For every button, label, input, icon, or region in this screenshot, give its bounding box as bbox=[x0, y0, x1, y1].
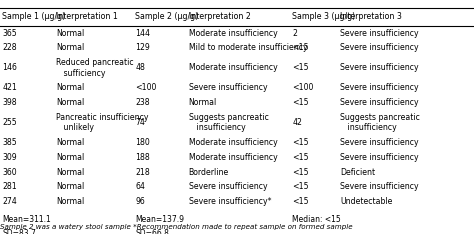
Text: Moderate insufficiency: Moderate insufficiency bbox=[189, 29, 277, 38]
Text: Borderline: Borderline bbox=[189, 168, 229, 177]
Text: Interpretation 1: Interpretation 1 bbox=[56, 12, 118, 22]
Text: 228: 228 bbox=[2, 43, 17, 52]
Text: <15: <15 bbox=[292, 153, 309, 162]
Text: Severe insufficiency: Severe insufficiency bbox=[340, 83, 419, 92]
Text: Deficient: Deficient bbox=[340, 168, 375, 177]
Text: 48: 48 bbox=[135, 63, 145, 72]
Text: Mean=137.9: Mean=137.9 bbox=[135, 215, 184, 224]
Text: Median: <15: Median: <15 bbox=[292, 215, 341, 224]
Text: Normal: Normal bbox=[56, 197, 84, 206]
Text: <100: <100 bbox=[135, 83, 156, 92]
Text: Mean=311.1: Mean=311.1 bbox=[2, 215, 51, 224]
Text: <15: <15 bbox=[292, 168, 309, 177]
Text: Sample 1 (μg/g): Sample 1 (μg/g) bbox=[2, 12, 65, 22]
Text: 365: 365 bbox=[2, 29, 17, 38]
Text: 96: 96 bbox=[135, 197, 145, 206]
Text: 398: 398 bbox=[2, 98, 17, 107]
Text: 309: 309 bbox=[2, 153, 17, 162]
Text: Normal: Normal bbox=[56, 29, 84, 38]
Text: 360: 360 bbox=[2, 168, 17, 177]
Text: Severe insufficiency: Severe insufficiency bbox=[340, 43, 419, 52]
Text: Interpretation 3: Interpretation 3 bbox=[340, 12, 402, 22]
Text: 42: 42 bbox=[292, 118, 302, 127]
Text: Undetectable: Undetectable bbox=[340, 197, 392, 206]
Text: Mild to moderate insufficiency: Mild to moderate insufficiency bbox=[189, 43, 307, 52]
Text: Normal: Normal bbox=[56, 182, 84, 191]
Text: Normal: Normal bbox=[56, 83, 84, 92]
Text: Severe insufficiency: Severe insufficiency bbox=[340, 182, 419, 191]
Text: 218: 218 bbox=[135, 168, 150, 177]
Text: 238: 238 bbox=[135, 98, 150, 107]
Text: <15: <15 bbox=[292, 98, 309, 107]
Text: Severe insufficiency: Severe insufficiency bbox=[340, 138, 419, 147]
Text: Severe insufficiency: Severe insufficiency bbox=[340, 29, 419, 38]
Text: 274: 274 bbox=[2, 197, 17, 206]
Text: Severe insufficiency: Severe insufficiency bbox=[340, 63, 419, 72]
Text: Moderate insufficiency: Moderate insufficiency bbox=[189, 138, 277, 147]
Text: <100: <100 bbox=[292, 83, 314, 92]
Text: Sample 3 (μg/g): Sample 3 (μg/g) bbox=[292, 12, 356, 22]
Text: 64: 64 bbox=[135, 182, 145, 191]
Text: Moderate insufficiency: Moderate insufficiency bbox=[189, 153, 277, 162]
Text: Normal: Normal bbox=[56, 168, 84, 177]
Text: <15: <15 bbox=[292, 182, 309, 191]
Text: Severe insufficiency: Severe insufficiency bbox=[340, 98, 419, 107]
Text: SD=83.7: SD=83.7 bbox=[2, 229, 36, 234]
Text: 188: 188 bbox=[135, 153, 150, 162]
Text: Severe insufficiency: Severe insufficiency bbox=[189, 83, 267, 92]
Text: 129: 129 bbox=[135, 43, 150, 52]
Text: 74: 74 bbox=[135, 118, 145, 127]
Text: Pancreatic insufficiency
   unlikely: Pancreatic insufficiency unlikely bbox=[56, 113, 148, 132]
Text: Suggests pancreatic
   insufficiency: Suggests pancreatic insufficiency bbox=[189, 113, 269, 132]
Text: Suggests pancreatic
   insufficiency: Suggests pancreatic insufficiency bbox=[340, 113, 420, 132]
Text: 146: 146 bbox=[2, 63, 17, 72]
Text: 385: 385 bbox=[2, 138, 17, 147]
Text: Severe insufficiency*: Severe insufficiency* bbox=[189, 197, 271, 206]
Text: 2: 2 bbox=[292, 29, 297, 38]
Text: <15: <15 bbox=[292, 197, 309, 206]
Text: <15: <15 bbox=[292, 63, 309, 72]
Text: Severe insufficiency: Severe insufficiency bbox=[189, 182, 267, 191]
Text: Normal: Normal bbox=[189, 98, 217, 107]
Text: Sample 2 was a watery stool sample *Recommendation made to repeat sample on form: Sample 2 was a watery stool sample *Reco… bbox=[0, 224, 353, 230]
Text: 281: 281 bbox=[2, 182, 17, 191]
Text: Severe insufficiency: Severe insufficiency bbox=[340, 153, 419, 162]
Text: Normal: Normal bbox=[56, 153, 84, 162]
Text: SD=66.8: SD=66.8 bbox=[135, 229, 169, 234]
Text: Normal: Normal bbox=[56, 43, 84, 52]
Text: Interpretation 2: Interpretation 2 bbox=[189, 12, 251, 22]
Text: Normal: Normal bbox=[56, 138, 84, 147]
Text: <15: <15 bbox=[292, 138, 309, 147]
Text: 255: 255 bbox=[2, 118, 17, 127]
Text: 180: 180 bbox=[135, 138, 150, 147]
Text: Moderate insufficiency: Moderate insufficiency bbox=[189, 63, 277, 72]
Text: 421: 421 bbox=[2, 83, 17, 92]
Text: <15: <15 bbox=[292, 43, 309, 52]
Text: 144: 144 bbox=[135, 29, 150, 38]
Text: Normal: Normal bbox=[56, 98, 84, 107]
Text: Reduced pancreatic
   sufficiency: Reduced pancreatic sufficiency bbox=[56, 58, 134, 77]
Text: Sample 2 (μg/g): Sample 2 (μg/g) bbox=[135, 12, 198, 22]
